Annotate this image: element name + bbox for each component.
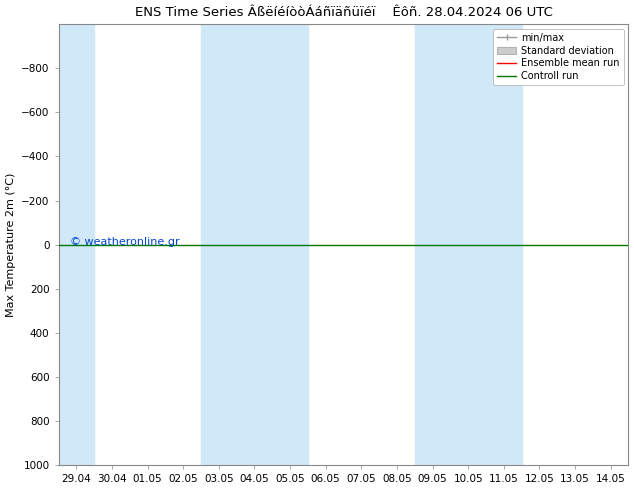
Bar <box>58 24 94 465</box>
Legend: min/max, Standard deviation, Ensemble mean run, Controll run: min/max, Standard deviation, Ensemble me… <box>493 29 624 85</box>
Bar <box>415 24 522 465</box>
Bar <box>201 24 308 465</box>
Title: ENS Time Series ÂßëíéíòòÁáñïäñüïéï    Êôñ. 28.04.2024 06 UTC: ENS Time Series ÂßëíéíòòÁáñïäñüïéï Êôñ. … <box>134 5 552 19</box>
Y-axis label: Max Temperature 2m (°C): Max Temperature 2m (°C) <box>6 172 16 317</box>
Text: © weatheronline.gr: © weatheronline.gr <box>70 238 179 247</box>
